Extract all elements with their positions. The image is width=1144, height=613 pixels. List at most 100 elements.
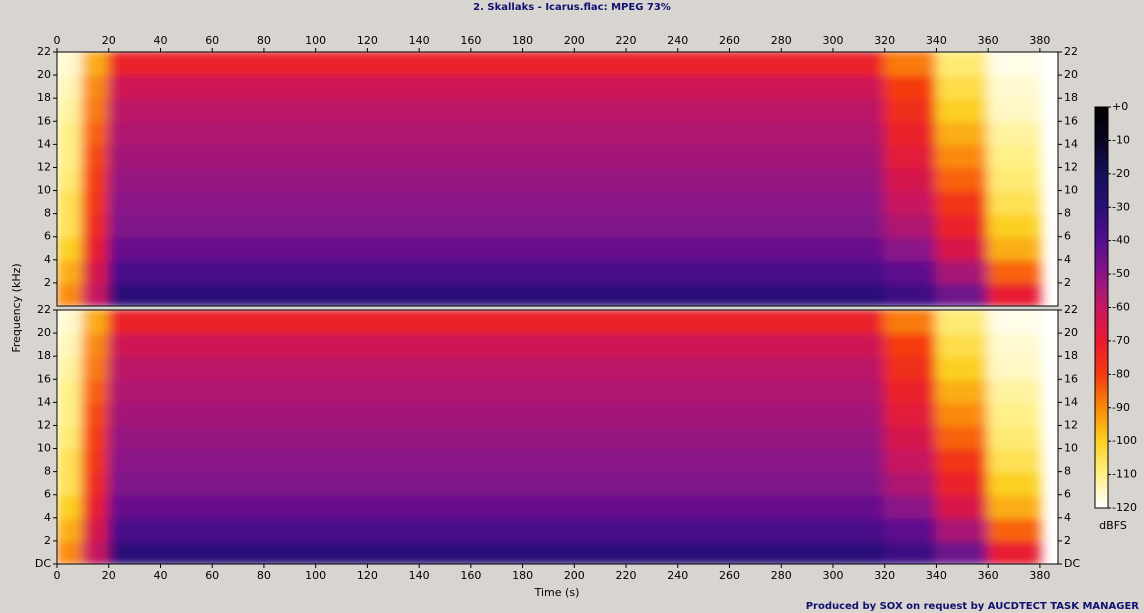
heatmap-cell (469, 332, 524, 358)
heatmap-cell (262, 310, 317, 335)
heatmap-cell (469, 355, 524, 381)
heatmap-cell (780, 332, 834, 358)
heatmap-cell (469, 310, 524, 335)
colorbar-label: dBFS (1099, 519, 1127, 532)
x-tick-label: 380 (1029, 34, 1050, 47)
x-axis-label: Time (s) (534, 586, 580, 599)
heatmap-cell (81, 447, 110, 473)
x-tick-label: 100 (305, 34, 326, 47)
x-tick-label: 180 (512, 569, 533, 582)
colorbar-tick-label: -120 (1112, 501, 1137, 514)
heatmap-cell (831, 143, 886, 169)
heatmap-cell (521, 189, 576, 215)
heatmap-cell (211, 355, 265, 381)
heatmap-cell (883, 539, 938, 564)
x-tick-label: 20 (102, 569, 116, 582)
heatmap-cell (81, 189, 110, 215)
heatmap-cell (625, 258, 679, 284)
heatmap-cell (211, 166, 265, 192)
y-tick-label: 6 (1064, 230, 1071, 243)
heatmap-cell (987, 143, 1041, 169)
heatmap-cell (81, 52, 110, 77)
heatmap-cell (728, 401, 783, 427)
colorbar-tick-label: -80 (1112, 367, 1130, 380)
heatmap-cell (987, 401, 1041, 427)
heatmap-cell (211, 120, 265, 146)
heatmap-cell (107, 447, 162, 473)
heatmap-cell (262, 447, 317, 473)
heatmap-cell (831, 332, 886, 358)
heatmap-cell (676, 235, 731, 261)
heatmap-cell (521, 401, 576, 427)
heatmap-cell (418, 516, 472, 542)
heatmap-cell (211, 332, 265, 358)
heatmap-cell (107, 166, 162, 192)
heatmap-cell (107, 355, 162, 381)
x-tick-label: 40 (153, 569, 167, 582)
heatmap-cell (418, 166, 472, 192)
heatmap-cell (883, 74, 938, 100)
heatmap-cell (211, 539, 265, 564)
heatmap-cell (573, 189, 628, 215)
heatmap-cell (211, 310, 265, 335)
heatmap-cell (676, 424, 731, 450)
heatmap-cell (521, 539, 576, 564)
heatmap-cell (469, 74, 524, 100)
heatmap-cell (107, 401, 162, 427)
heatmap-cell (728, 143, 783, 169)
heatmap-cell (625, 447, 679, 473)
x-tick-label: 180 (512, 34, 533, 47)
heatmap-cell (314, 281, 369, 306)
heatmap-cell (314, 470, 369, 496)
y-tick-label: 6 (44, 488, 51, 501)
heatmap-cell (159, 97, 214, 123)
heatmap-cell (314, 235, 369, 261)
heatmap-cell (159, 74, 214, 100)
heatmap-cell (573, 97, 628, 123)
heatmap-cell (573, 539, 628, 564)
heatmap-cell (418, 378, 472, 404)
heatmap-cell (366, 470, 421, 496)
heatmap-cell (780, 378, 834, 404)
heatmap-cell (883, 52, 938, 77)
heatmap-cell (935, 401, 990, 427)
heatmap-cell (366, 447, 421, 473)
heatmap-cell (676, 143, 731, 169)
heatmap-cell (521, 281, 576, 306)
heatmap-cell (418, 539, 472, 564)
heatmap-cell (366, 189, 421, 215)
heatmap-cell (211, 447, 265, 473)
heatmap-cell (159, 281, 214, 306)
heatmap (57, 310, 1041, 564)
heatmap-cell (211, 97, 265, 123)
heatmap-cell (262, 378, 317, 404)
heatmap-cell (935, 258, 990, 284)
heatmap-cell (107, 143, 162, 169)
heatmap-cell (314, 516, 369, 542)
heatmap-cell (935, 52, 990, 77)
heatmap-cell (107, 378, 162, 404)
heatmap-cell (211, 516, 265, 542)
heatmap-cell (314, 189, 369, 215)
heatmap-cell (469, 281, 524, 306)
heatmap-cell (987, 493, 1041, 519)
x-tick-label: 80 (257, 569, 271, 582)
heatmap-cell (159, 401, 214, 427)
heatmap-cell (728, 97, 783, 123)
heatmap-cell (57, 281, 84, 306)
heatmap-cell (262, 516, 317, 542)
y-tick-label: 16 (37, 372, 51, 385)
heatmap-cell (314, 401, 369, 427)
heatmap-cell (573, 166, 628, 192)
heatmap-cell (57, 401, 84, 427)
heatmap-cell (366, 97, 421, 123)
heatmap-cell (211, 281, 265, 306)
heatmap-cell (883, 355, 938, 381)
colorbar-tick-label: -70 (1112, 334, 1130, 347)
heatmap-cell (469, 258, 524, 284)
x-tick-label: 220 (616, 34, 637, 47)
heatmap-cell (728, 493, 783, 519)
heatmap-cell (676, 516, 731, 542)
y-tick-label: 2 (1064, 534, 1071, 547)
heatmap-cell (366, 235, 421, 261)
